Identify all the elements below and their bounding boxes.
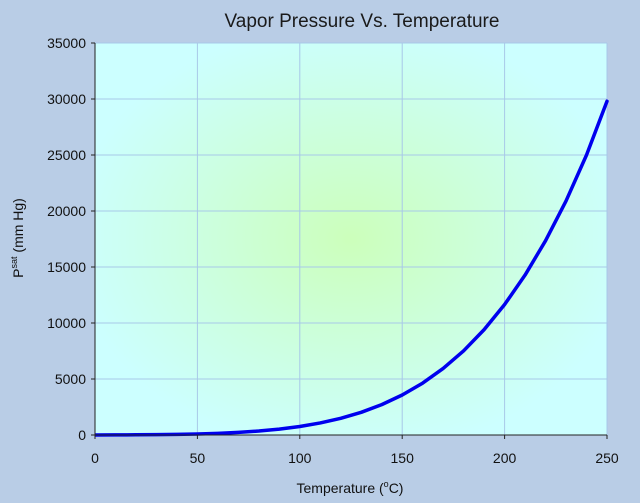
x-tick-label: 150 xyxy=(391,450,415,466)
x-tick-labels: 0 50 100 150 200 250 xyxy=(91,450,619,466)
series-line-psat xyxy=(95,99,609,437)
y-axis-label-superscript: sat xyxy=(9,256,19,269)
y-tick-label: 10000 xyxy=(47,315,86,331)
y-axis-label-main: P xyxy=(10,269,26,278)
x-axis-label-main: Temperature ( xyxy=(297,480,384,496)
y-tick-label: 5000 xyxy=(55,371,86,387)
x-tick-label: 50 xyxy=(190,450,206,466)
y-tick-label: 15000 xyxy=(47,259,86,275)
x-tick-label: 200 xyxy=(493,450,517,466)
grid-lines xyxy=(95,42,608,435)
x-axis-label-end: C) xyxy=(389,480,404,496)
series-group xyxy=(95,99,609,437)
x-tick-label: 100 xyxy=(288,450,312,466)
x-tick-label: 0 xyxy=(91,450,99,466)
x-axis-label-superscript: o xyxy=(384,479,389,489)
y-tick-label: 25000 xyxy=(47,147,86,163)
x-axis-label: Temperature (oC) xyxy=(297,479,404,496)
x-tick-label: 250 xyxy=(595,450,619,466)
y-tick-labels: 0 5000 10000 15000 20000 25000 30000 35000 xyxy=(47,35,86,443)
chart-title: Vapor Pressure Vs. Temperature xyxy=(225,11,500,32)
y-tick-label: 20000 xyxy=(47,203,86,219)
y-tick-label: 30000 xyxy=(47,91,86,107)
y-tick-label: 35000 xyxy=(47,35,86,51)
y-tick-label: 0 xyxy=(78,427,86,443)
plot-area xyxy=(95,43,607,435)
axes xyxy=(91,42,608,439)
y-axis-label: Psat (mm Hg) xyxy=(9,198,26,278)
y-axis-label-end: (mm Hg) xyxy=(10,198,26,256)
